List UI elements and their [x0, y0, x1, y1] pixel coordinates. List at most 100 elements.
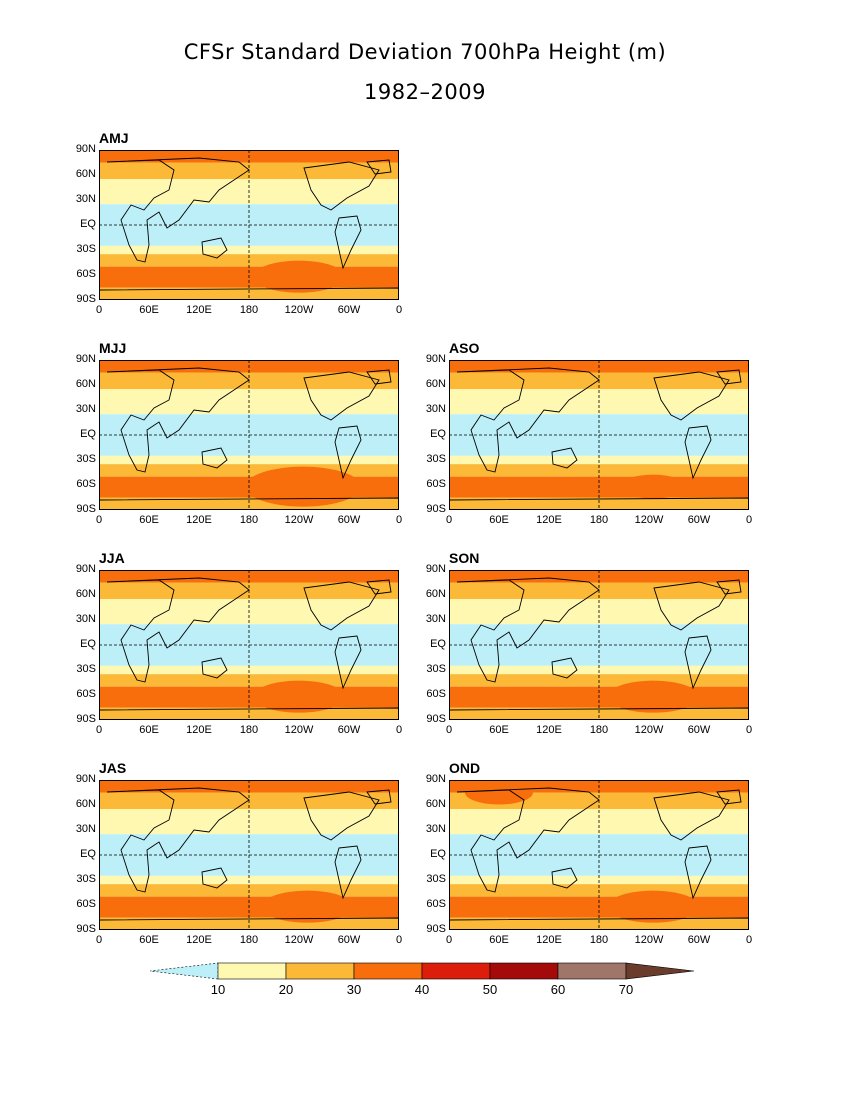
- colorbar-tick-label: 60: [550, 982, 566, 997]
- colorbar-segment: [421, 962, 491, 980]
- x-tick-label: 180: [239, 934, 259, 946]
- colorbar-segment: [217, 962, 287, 980]
- x-tick-label: 180: [589, 724, 609, 736]
- y-tick-label: 90S: [426, 713, 446, 725]
- panel-aso: ASO 90N 60N 30N EQ 30S 60S 90S 0 60E 120E 180 120W 60…: [412, 340, 772, 540]
- y-tick-label: 90S: [76, 293, 96, 305]
- panel-mjj: MJJ 90N 60N 30N EQ 30S 60S 90S 0 60E 120E 180 120W 60…: [62, 340, 422, 540]
- coastline: [366, 789, 392, 805]
- coastline: [334, 845, 362, 900]
- map-field: [449, 570, 749, 720]
- panel-label: SON: [449, 550, 480, 566]
- maximum-contour: [261, 890, 354, 923]
- coastline: [366, 369, 392, 385]
- y-tick-label: 90S: [426, 923, 446, 935]
- map-frame: [449, 570, 749, 720]
- chart-title: CFSr Standard Deviation 700hPa Height (m…: [183, 40, 667, 64]
- x-tick-label: 0: [395, 304, 403, 316]
- x-tick-label: 60E: [139, 934, 159, 946]
- y-tick-label: EQ: [430, 638, 446, 650]
- x-tick-label: 120W: [284, 934, 314, 946]
- y-tick-label: 60S: [76, 478, 96, 490]
- coastline: [449, 707, 749, 720]
- coastline: [303, 371, 380, 421]
- y-tick-label: 30N: [425, 403, 446, 415]
- x-tick-label: 180: [589, 934, 609, 946]
- y-tick-label: 90N: [425, 773, 446, 785]
- map-field: [99, 780, 399, 930]
- x-tick-label: 60W: [337, 304, 361, 316]
- coastline: [303, 161, 380, 211]
- x-tick-label: 60W: [337, 934, 361, 946]
- colorbar-segment: [625, 962, 695, 980]
- coastline: [106, 577, 250, 683]
- y-tick-label: 60S: [426, 898, 446, 910]
- panel-ond: OND 90N 60N 30N EQ 30S 60S 90S 0 60E 120E 180 120W 60…: [412, 760, 772, 960]
- x-tick-label: 120W: [284, 724, 314, 736]
- panel-label: OND: [449, 760, 481, 776]
- coastline: [201, 657, 228, 679]
- x-tick-label: 0: [95, 304, 103, 316]
- y-tick-label: 60N: [75, 798, 96, 810]
- x-tick-label: 120E: [536, 724, 562, 736]
- y-tick-label: 30N: [75, 403, 96, 415]
- y-tick-label: 60S: [426, 688, 446, 700]
- coastline: [334, 635, 362, 690]
- y-tick-label: 30N: [75, 613, 96, 625]
- coastline: [449, 917, 749, 930]
- y-tick-label: EQ: [80, 218, 96, 230]
- y-tick-label: 60N: [425, 798, 446, 810]
- x-tick-label: 60W: [337, 724, 361, 736]
- colorbar-tick-label: 30: [346, 982, 362, 997]
- colorbar-segment: [150, 962, 219, 980]
- colorbar-segment: [353, 962, 423, 980]
- y-tick-label: 90S: [76, 923, 96, 935]
- coastline: [366, 579, 392, 595]
- x-tick-label: 60E: [139, 304, 159, 316]
- x-tick-label: 60W: [687, 724, 711, 736]
- x-tick-label: 0: [395, 934, 403, 946]
- x-tick-label: 60E: [489, 514, 509, 526]
- y-tick-label: 60N: [425, 378, 446, 390]
- y-tick-label: 30N: [425, 613, 446, 625]
- y-tick-label: 90S: [76, 713, 96, 725]
- coastline: [684, 845, 712, 900]
- colorbar-segment: [489, 962, 559, 980]
- x-tick-label: 0: [395, 724, 403, 736]
- coastline: [551, 867, 578, 889]
- zonal-band: [449, 497, 749, 510]
- x-tick-label: 0: [445, 724, 453, 736]
- coastline: [456, 367, 600, 473]
- panel-label: AMJ: [99, 130, 129, 146]
- zonal-band: [99, 707, 399, 720]
- panel-jas: JAS 90N 60N 30N EQ 30S 60S 90S 0 60E 120E 180 120W 60…: [62, 760, 422, 960]
- coastline: [99, 707, 399, 720]
- colorbar-tick-label: 20: [278, 982, 294, 997]
- colorbar-tick-label: 40: [414, 982, 430, 997]
- coastline: [449, 497, 749, 510]
- coastline: [653, 371, 730, 421]
- y-tick-label: 30S: [76, 873, 96, 885]
- y-tick-label: EQ: [430, 848, 446, 860]
- coastline: [99, 287, 399, 300]
- panel-label: JAS: [99, 760, 127, 776]
- y-tick-label: 90N: [75, 353, 96, 365]
- coastline: [334, 425, 362, 480]
- y-tick-label: 30S: [76, 453, 96, 465]
- y-tick-label: EQ: [80, 848, 96, 860]
- x-tick-label: 0: [95, 724, 103, 736]
- panel-son: SON 90N 60N 30N EQ 30S 60S 90S 0 60E 120E 180 120W 60…: [412, 550, 772, 750]
- panel-label: JJA: [99, 550, 125, 566]
- y-tick-label: 60N: [425, 588, 446, 600]
- coastline: [716, 369, 742, 385]
- panel-jja: JJA 90N 60N 30N EQ 30S 60S 90S 0 60E 120E 180 120W 60…: [62, 550, 422, 750]
- x-tick-label: 60E: [139, 724, 159, 736]
- y-tick-label: 90N: [75, 143, 96, 155]
- panel-amj: AMJ 90N 60N 30N EQ 30S 60S 90S 0 60E 120E 180 120W 60…: [62, 130, 422, 330]
- y-tick-label: 90S: [426, 503, 446, 515]
- colorbar: [150, 962, 695, 980]
- x-tick-label: 60W: [687, 934, 711, 946]
- colorbar-tick-label: 50: [482, 982, 498, 997]
- x-tick-label: 120W: [284, 514, 314, 526]
- coastline: [106, 157, 250, 263]
